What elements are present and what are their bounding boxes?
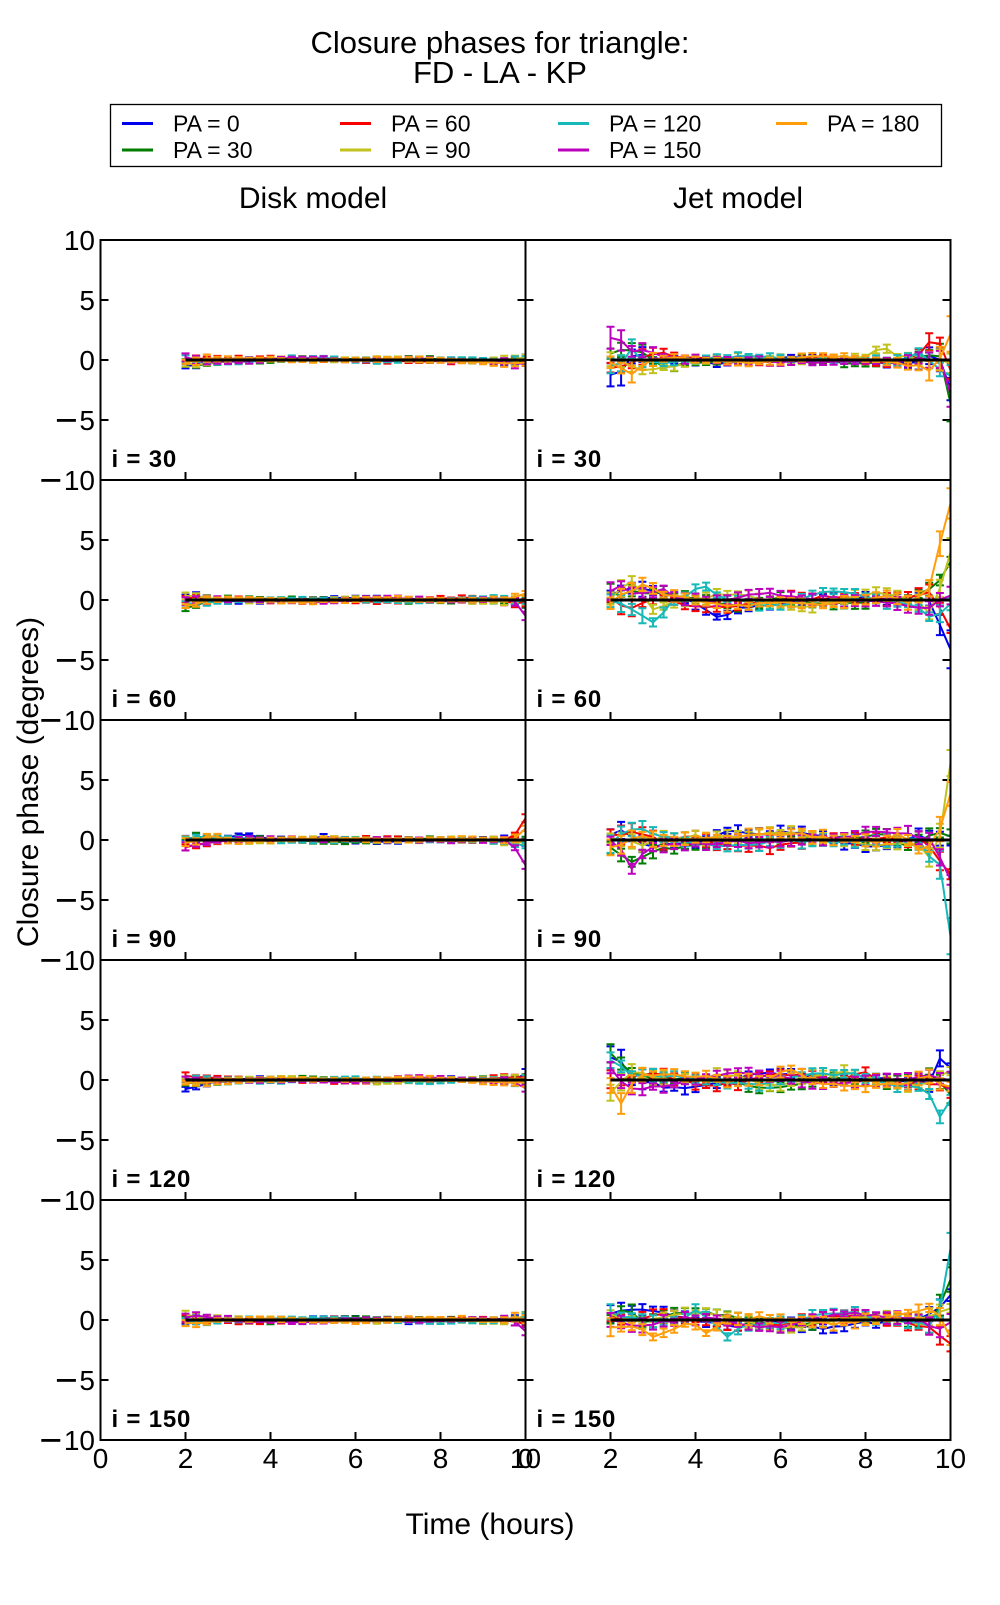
svg-text:10: 10	[935, 1443, 966, 1474]
svg-text:0: 0	[79, 585, 95, 616]
svg-text:Time (hours): Time (hours)	[406, 1508, 575, 1541]
svg-text:5: 5	[79, 1125, 95, 1156]
svg-text:0: 0	[79, 825, 95, 856]
svg-text:5: 5	[79, 1245, 95, 1276]
svg-text:0: 0	[518, 1443, 534, 1474]
svg-text:10: 10	[64, 945, 95, 976]
svg-text:5: 5	[79, 765, 95, 796]
svg-text:i = 30: i = 30	[537, 446, 603, 473]
svg-text:4: 4	[263, 1443, 279, 1474]
svg-text:Jet model: Jet model	[673, 182, 803, 215]
svg-text:i = 60: i = 60	[112, 686, 178, 713]
svg-text:i = 120: i = 120	[112, 1166, 192, 1193]
svg-text:i = 30: i = 30	[112, 446, 178, 473]
svg-text:Closure phase (degrees): Closure phase (degrees)	[12, 617, 45, 947]
svg-text:PA = 120: PA = 120	[609, 111, 701, 137]
svg-text:5: 5	[79, 285, 95, 316]
svg-text:PA = 150: PA = 150	[609, 137, 701, 163]
svg-text:10: 10	[64, 225, 95, 256]
svg-text:i = 60: i = 60	[537, 686, 603, 713]
svg-text:8: 8	[858, 1443, 874, 1474]
svg-text:PA = 90: PA = 90	[391, 137, 471, 163]
svg-text:10: 10	[64, 1425, 95, 1456]
svg-text:5: 5	[79, 525, 95, 556]
svg-text:2: 2	[603, 1443, 619, 1474]
svg-text:PA = 60: PA = 60	[391, 111, 471, 137]
svg-text:10: 10	[510, 1443, 541, 1474]
svg-text:10: 10	[64, 1185, 95, 1216]
svg-text:i = 150: i = 150	[537, 1406, 617, 1433]
svg-text:0: 0	[79, 345, 95, 376]
svg-text:4: 4	[688, 1443, 704, 1474]
svg-text:i = 90: i = 90	[112, 926, 178, 953]
svg-text:i = 90: i = 90	[537, 926, 603, 953]
svg-text:10: 10	[64, 705, 95, 736]
svg-text:i = 120: i = 120	[537, 1166, 617, 1193]
svg-text:Closure phases for triangle:: Closure phases for triangle:	[310, 25, 689, 60]
svg-text:FD - LA - KP: FD - LA - KP	[413, 55, 587, 90]
svg-text:5: 5	[79, 645, 95, 676]
svg-text:PA = 0: PA = 0	[173, 111, 240, 137]
svg-text:i = 150: i = 150	[112, 1406, 192, 1433]
svg-text:Disk model: Disk model	[239, 182, 387, 215]
svg-text:5: 5	[79, 1005, 95, 1036]
svg-text:PA = 30: PA = 30	[173, 137, 253, 163]
svg-text:0: 0	[79, 1065, 95, 1096]
svg-text:10: 10	[64, 465, 95, 496]
svg-text:2: 2	[178, 1443, 194, 1474]
svg-text:6: 6	[348, 1443, 364, 1474]
svg-text:8: 8	[433, 1443, 449, 1474]
svg-text:0: 0	[93, 1443, 109, 1474]
svg-text:5: 5	[79, 885, 95, 916]
svg-text:6: 6	[773, 1443, 789, 1474]
svg-text:5: 5	[79, 1365, 95, 1396]
svg-text:PA = 180: PA = 180	[827, 111, 919, 137]
svg-text:5: 5	[79, 405, 95, 436]
svg-text:0: 0	[79, 1305, 95, 1336]
